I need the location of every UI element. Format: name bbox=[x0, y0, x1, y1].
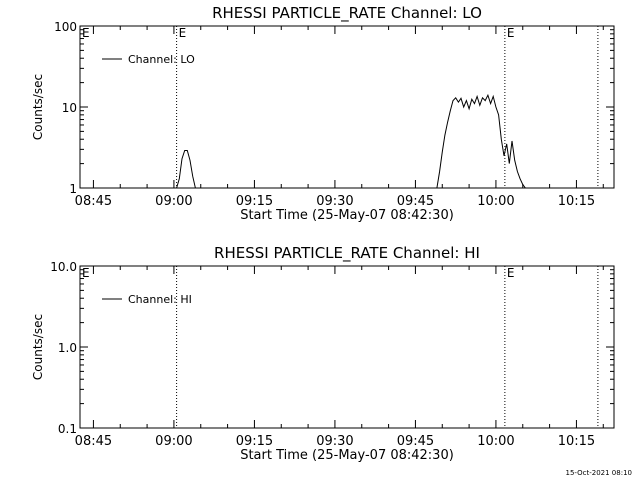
event-marker-label: E bbox=[507, 266, 515, 280]
x-tick-label: 10:00 bbox=[477, 434, 514, 449]
x-tick-label: 10:15 bbox=[558, 194, 595, 209]
chart-title: RHESSI PARTICLE_RATE Channel: HI bbox=[214, 244, 480, 263]
x-tick-label: 08:45 bbox=[75, 194, 112, 209]
y-tick-label: 1.0 bbox=[58, 341, 77, 355]
panel-1: RHESSI PARTICLE_RATE Channel: LO Counts/s… bbox=[31, 4, 615, 223]
x-tick-label: 09:45 bbox=[397, 434, 434, 449]
plot-frame bbox=[79, 265, 615, 429]
y-axis-label: Counts/sec bbox=[31, 74, 45, 140]
x-axis-label: Start Time (25-May-07 08:42:30) bbox=[240, 448, 454, 463]
x-tick-label: 09:15 bbox=[236, 434, 273, 449]
x-tick-label: 09:00 bbox=[155, 194, 192, 209]
y-axis-label: Counts/sec bbox=[31, 314, 45, 380]
y-tick-label: 10.0 bbox=[50, 260, 77, 274]
event-marker-label: E bbox=[507, 26, 515, 40]
y-tick-label: 0.1 bbox=[58, 422, 77, 436]
plot-timestamp: 15-Oct-2021 08:10 bbox=[565, 469, 632, 477]
event-marker-label: E bbox=[179, 26, 187, 40]
event-marker-label: E bbox=[82, 26, 90, 40]
legend-label: Channel: HI bbox=[128, 293, 192, 306]
event-marker-label: E bbox=[82, 266, 90, 280]
x-tick-label: 10:15 bbox=[558, 434, 595, 449]
plot-frame bbox=[79, 25, 615, 189]
x-tick-label: 09:30 bbox=[316, 434, 353, 449]
y-tick-label: 100 bbox=[54, 20, 77, 34]
y-tick-label: 10 bbox=[62, 101, 77, 115]
x-tick-label: 09:30 bbox=[316, 194, 353, 209]
x-tick-label: 09:15 bbox=[236, 194, 273, 209]
legend-label: Channel: LO bbox=[128, 53, 195, 66]
x-tick-label: 10:00 bbox=[477, 194, 514, 209]
x-tick-label: 08:45 bbox=[75, 434, 112, 449]
y-tick-label: 1 bbox=[69, 182, 77, 196]
x-tick-label: 09:00 bbox=[155, 434, 192, 449]
series-line-channel-lo bbox=[176, 93, 526, 189]
panel-2: RHESSI PARTICLE_RATE Channel: HI Counts/s… bbox=[31, 244, 615, 463]
x-axis-label: Start Time (25-May-07 08:42:30) bbox=[240, 208, 454, 223]
x-tick-label: 09:45 bbox=[397, 194, 434, 209]
chart-title: RHESSI PARTICLE_RATE Channel: LO bbox=[212, 4, 482, 23]
